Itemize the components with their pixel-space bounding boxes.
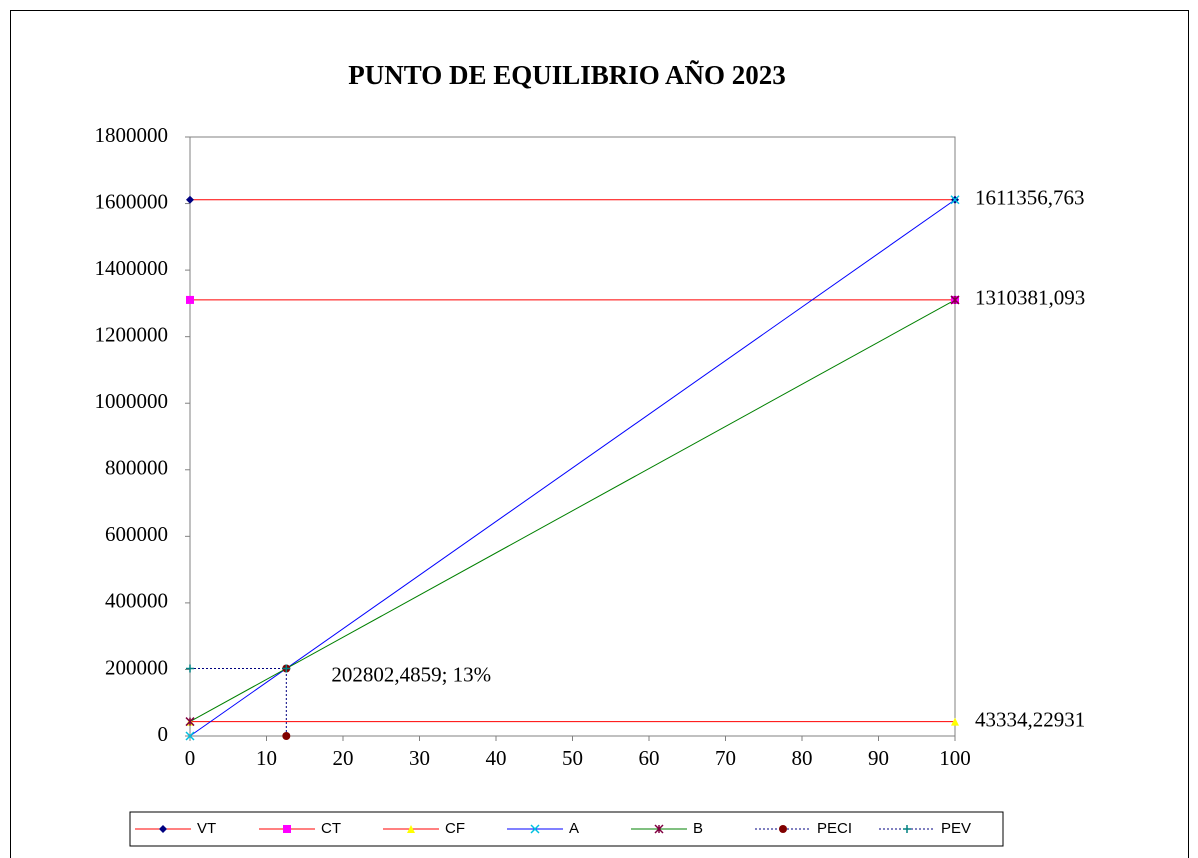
plot-area	[189, 136, 956, 737]
legend-label: CF	[445, 820, 465, 837]
series-line	[189, 199, 956, 737]
legend-marker	[407, 825, 415, 833]
marker	[951, 717, 959, 726]
chart-title: PUNTO DE EQUILIBRIO AÑO 2023	[348, 60, 786, 90]
x-tick-label: 20	[333, 746, 354, 770]
legend-label: PECI	[817, 820, 852, 837]
legend-label: VT	[197, 820, 216, 837]
marker	[950, 195, 960, 205]
legend-marker	[159, 825, 167, 833]
x-tick-label: 100	[939, 746, 971, 770]
legend-marker	[654, 824, 664, 834]
data-label: 1611356,763	[975, 186, 1084, 210]
marker	[282, 732, 291, 740]
data-label: 43334,22931	[975, 707, 1085, 731]
legend-label: PEV	[941, 820, 971, 837]
x-tick-label: 60	[639, 746, 660, 770]
x-tick-label: 90	[868, 746, 889, 770]
y-tick-label: 0	[158, 722, 169, 746]
legend	[129, 811, 1004, 847]
y-tick-label: 200000	[105, 655, 168, 679]
x-tick-label: 10	[256, 746, 277, 770]
y-tick-label: 600000	[105, 522, 168, 546]
y-tick-label: 400000	[105, 589, 168, 613]
legend-marker	[530, 824, 540, 834]
marker	[186, 195, 194, 204]
chart-frame	[10, 10, 1189, 858]
data-label: 1310381,093	[975, 286, 1085, 310]
marker	[186, 664, 194, 673]
marker	[185, 717, 195, 727]
legend-marker	[779, 825, 787, 833]
marker	[186, 295, 194, 304]
x-tick-label: 50	[562, 746, 583, 770]
marker	[950, 295, 960, 305]
y-tick-label: 1200000	[95, 322, 169, 346]
legend-marker	[903, 825, 911, 833]
legend-marker	[283, 825, 291, 833]
y-tick-label: 1400000	[95, 256, 169, 280]
series-line	[189, 299, 956, 723]
y-tick-label: 1600000	[95, 189, 169, 213]
y-tick-label: 1800000	[95, 123, 169, 147]
y-tick-label: 1000000	[95, 389, 169, 413]
marker	[185, 731, 195, 741]
marker	[282, 664, 291, 673]
y-tick-label: 800000	[105, 456, 168, 480]
legend-label: CT	[321, 820, 341, 837]
x-tick-label: 40	[486, 746, 507, 770]
x-tick-label: 30	[409, 746, 430, 770]
data-label: 202802,4859; 13%	[331, 662, 491, 686]
legend-label: B	[693, 820, 703, 837]
x-tick-label: 70	[715, 746, 736, 770]
legend-label: A	[569, 820, 579, 837]
x-tick-label: 80	[792, 746, 813, 770]
x-tick-label: 0	[185, 746, 196, 770]
